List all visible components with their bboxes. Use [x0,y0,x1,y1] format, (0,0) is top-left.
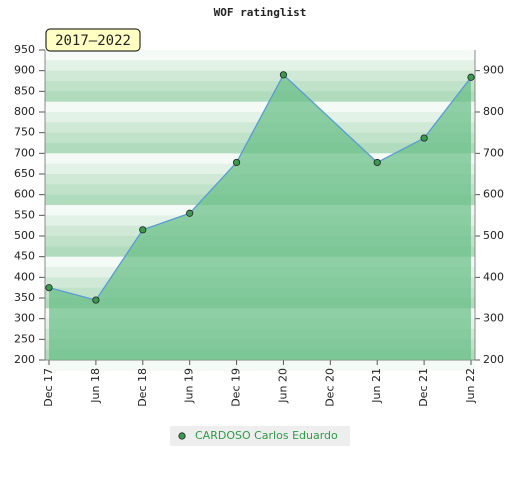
background-stripe [45,360,475,371]
background-stripe [45,81,475,92]
x-tick-label: Jun 20 [276,368,289,404]
point [186,209,194,217]
point [92,296,100,304]
x-tick-label: Dec 19 [230,368,243,407]
x-tick-label: Jun 19 [183,368,196,404]
point [420,134,428,142]
point [467,73,475,81]
point [279,71,288,79]
area [49,74,471,361]
background-stripe [45,101,475,113]
chart-title: WOF ratinglist [214,6,307,19]
annotation-box [45,28,141,52]
annotation: 2017–2022 [55,33,131,49]
legend-marker [178,432,186,440]
y-tick-label: 600 [14,188,35,201]
point [232,158,241,167]
background-stripe [45,50,475,61]
x-tick-label: Dec 21 [417,368,430,407]
x-tick-label: Dec 18 [136,368,149,407]
y-tick-label: 400 [14,270,35,283]
y2-tick-label: 800 [483,105,504,118]
y-tick-label: 300 [14,312,35,325]
point [373,158,381,167]
y-tick-label: 550 [14,208,35,221]
y-tick-label: 250 [14,332,35,345]
y-tick-label: 800 [14,105,35,118]
x-tick-label: Jun 22 [464,368,477,404]
x-tick-label: Dec 17 [42,368,55,407]
y-tick-label: 900 [14,64,35,77]
y-tick-label: 950 [14,43,35,56]
y2-tick-label: 200 [483,353,504,366]
y-tick-label: 450 [14,250,35,263]
point [139,226,147,234]
y2-tick-label: 900 [483,64,504,77]
y2-tick-label: 500 [483,229,504,242]
y-tick-label: 850 [14,84,35,97]
x-tick-label: Dec 20 [323,368,336,407]
y-tick-label: 200 [14,353,35,366]
background-stripe [45,70,475,82]
background-stripe [45,60,475,72]
x-tick-label: Jun 21 [370,368,383,404]
y2-tick-label: 700 [483,146,504,159]
y-tick-label: 700 [14,146,35,159]
y-tick-label: 500 [14,229,35,242]
legend [170,426,350,446]
y2-tick-label: 300 [483,312,504,325]
y-tick-label: 750 [14,126,35,139]
y2-tick-label: 400 [483,270,504,283]
y-tick-label: 650 [14,167,35,180]
legend-label: CARDOSO Carlos Eduardo [195,429,338,442]
y-tick-label: 350 [14,291,35,304]
x-tick-label: Jun 18 [89,368,102,404]
y2-tick-label: 600 [483,188,504,201]
background-stripe [45,91,475,103]
point [45,284,53,292]
